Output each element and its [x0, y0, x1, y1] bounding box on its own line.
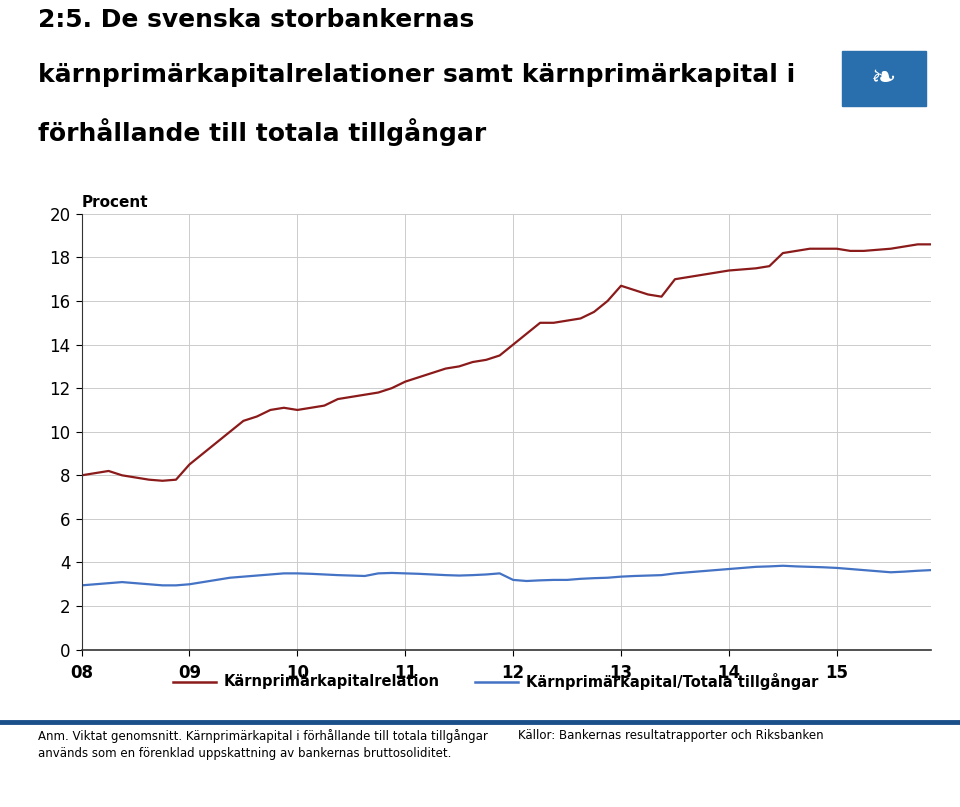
Text: förhållande till totala tillgångar: förhållande till totala tillgångar	[38, 118, 487, 146]
Text: Källor: Bankernas resultatrapporter och Riksbanken: Källor: Bankernas resultatrapporter och …	[518, 729, 824, 742]
Text: 2:5. De svenska storbankernas: 2:5. De svenska storbankernas	[38, 8, 474, 32]
Text: ❧: ❧	[871, 65, 897, 94]
Text: Kärnprimärkapitalrelation: Kärnprimärkapitalrelation	[224, 675, 440, 689]
Text: Kärnprimärkapital/Totala tillgångar: Kärnprimärkapital/Totala tillgångar	[526, 673, 819, 691]
Bar	[842, 51, 925, 107]
Text: Procent: Procent	[82, 194, 148, 210]
Text: SVERIGES: SVERIGES	[854, 122, 913, 132]
Text: 👑  👑  👑: 👑 👑 👑	[864, 32, 903, 45]
Text: RIKSBANK: RIKSBANK	[853, 144, 914, 154]
Text: kärnprimärkapitalrelationer samt kärnprimärkapital i: kärnprimärkapitalrelationer samt kärnpri…	[38, 63, 796, 87]
Text: Anm. Viktat genomsnitt. Kärnprimärkapital i förhållande till totala tillgångar
a: Anm. Viktat genomsnitt. Kärnprimärkapita…	[38, 729, 489, 760]
